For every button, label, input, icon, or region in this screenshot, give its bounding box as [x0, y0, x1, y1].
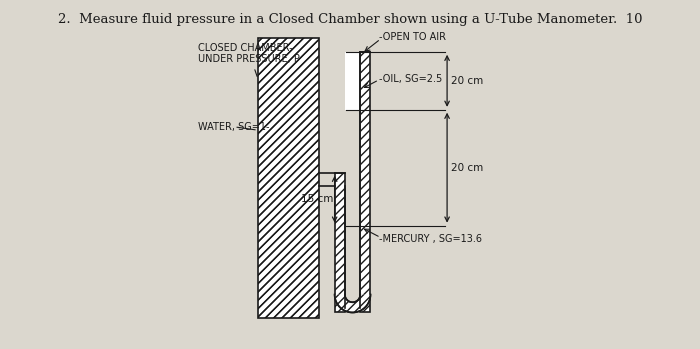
- Text: 15 cm: 15 cm: [300, 194, 333, 204]
- Bar: [360, 52, 370, 312]
- Bar: [258, 38, 319, 318]
- Bar: [335, 173, 345, 312]
- Text: -MERCURY , SG=13.6: -MERCURY , SG=13.6: [379, 234, 482, 244]
- Bar: [345, 52, 361, 110]
- Polygon shape: [335, 295, 370, 312]
- Text: 20 cm: 20 cm: [452, 163, 484, 173]
- Bar: [258, 38, 319, 318]
- Text: -OIL, SG=2.5: -OIL, SG=2.5: [379, 74, 442, 84]
- Text: 20 cm: 20 cm: [452, 76, 484, 86]
- Text: 2.  Measure fluid pressure in a Closed Chamber shown using a U-Tube Manometer.  : 2. Measure fluid pressure in a Closed Ch…: [57, 13, 643, 26]
- Text: -OPEN TO AIR: -OPEN TO AIR: [379, 31, 446, 42]
- Text: CLOSED CHAMBER-
UNDER PRESSURE, P: CLOSED CHAMBER- UNDER PRESSURE, P: [198, 43, 300, 76]
- Text: WATER, SG=1-: WATER, SG=1-: [198, 122, 270, 132]
